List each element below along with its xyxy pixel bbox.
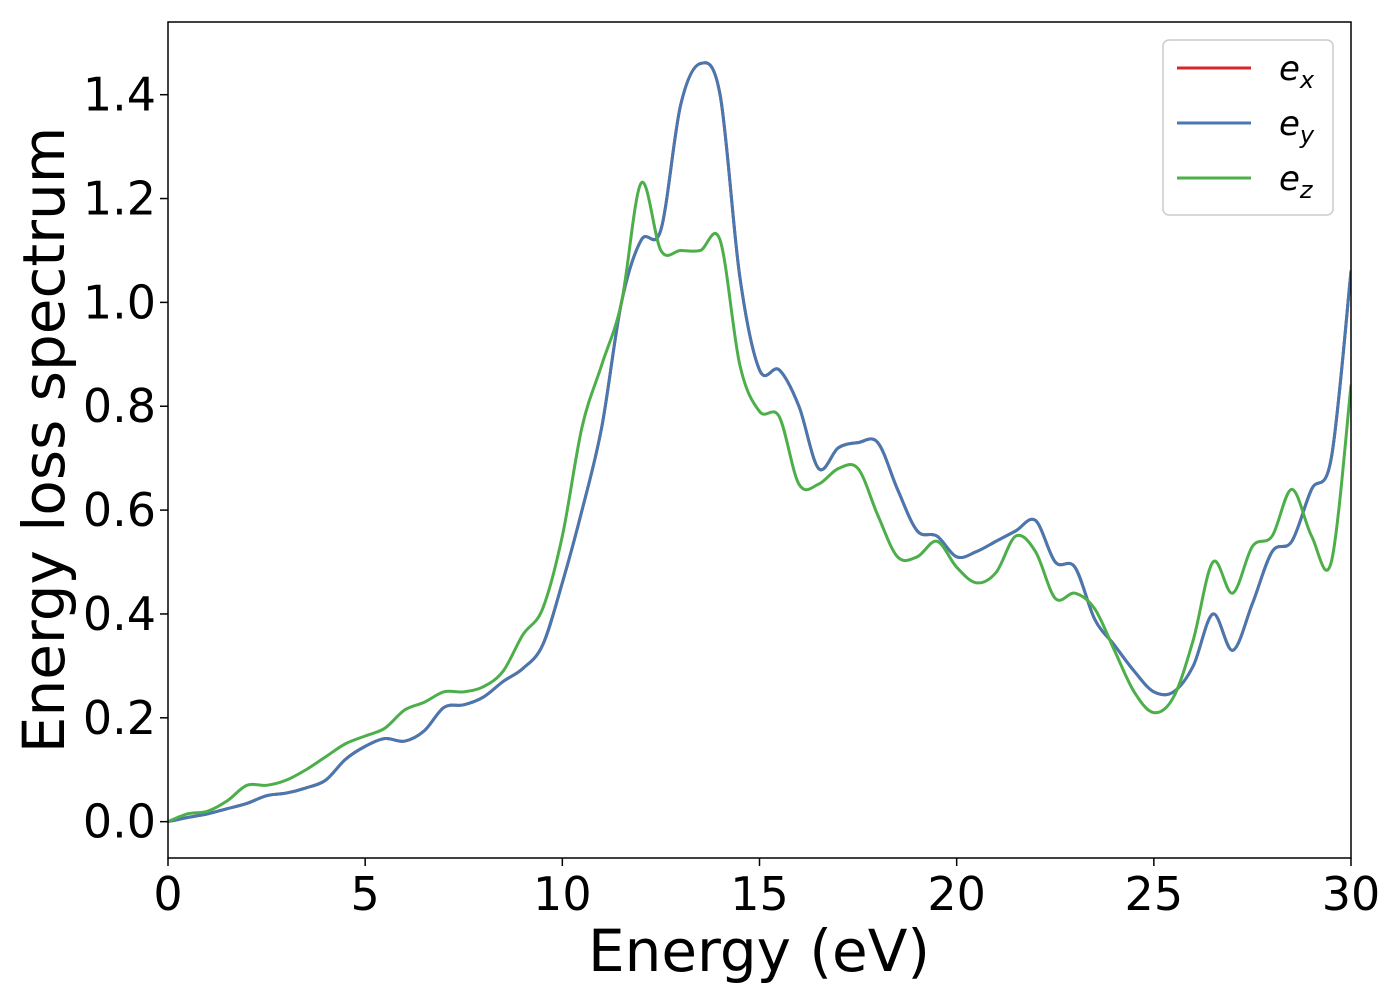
legend-label-base: e (1279, 104, 1300, 144)
legend-label-z: ez (1279, 159, 1314, 204)
legend-label-y: ey (1279, 104, 1315, 149)
series-layer (168, 61, 1351, 824)
y-tick-label: 0.4 (83, 587, 156, 641)
legend-label-x: ex (1279, 49, 1315, 94)
legend-label-subscript: y (1299, 121, 1315, 149)
series-line-y (168, 61, 1351, 824)
y-axis-label: Energy loss spectrum (10, 127, 78, 753)
y-tick-label: 0.2 (83, 691, 156, 745)
series-line-z (168, 180, 1351, 824)
legend-label-base: e (1279, 49, 1300, 89)
x-axis-label: Energy (eV) (588, 917, 930, 985)
x-tick-label: 30 (1322, 867, 1381, 921)
legend-box (1162, 39, 1334, 216)
y-tick-label: 1.2 (83, 172, 156, 226)
x-tick-label: 20 (927, 867, 986, 921)
y-tick-label: 0.6 (83, 483, 156, 537)
y-tick-label: 0.8 (83, 379, 156, 433)
y-tick-label: 0.0 (83, 795, 156, 849)
y-tick-label: 1.0 (83, 275, 156, 329)
x-tick-label: 15 (730, 867, 789, 921)
legend-label-base: e (1279, 159, 1300, 199)
x-tick-label: 5 (351, 867, 380, 921)
y-axis-ticks: 0.0 0.2 0.4 0.6 0.8 1.0 1.2 1.4 (83, 68, 168, 849)
x-tick-label: 25 (1125, 867, 1184, 921)
x-tick-label: 10 (533, 867, 592, 921)
x-tick-label: 0 (153, 867, 182, 921)
legend-label-subscript: z (1299, 176, 1314, 204)
x-axis-ticks: 0 5 10 15 20 25 30 (153, 858, 1380, 921)
legend-label-subscript: x (1299, 66, 1315, 94)
y-tick-label: 1.4 (83, 68, 156, 122)
